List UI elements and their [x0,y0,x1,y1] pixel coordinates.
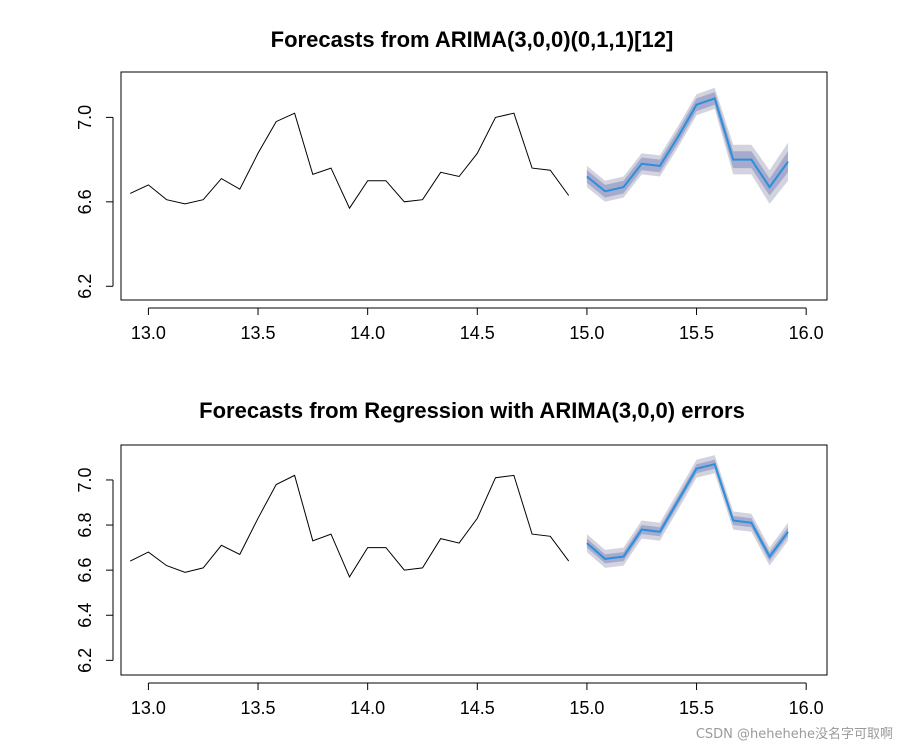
watermark-text: CSDN @hehehehe没名字可取啊 [696,726,893,742]
x-tick-label: 16.0 [789,323,824,343]
axes: 13.0 13.5 14.0 14.5 15.0 15.5 16.0 6.2 6.4 6.6 6.8… [75,467,824,718]
forecast-panel-regression: Forecasts from Regression with ARIMA(3,0… [75,398,828,718]
history-line [129,474,570,578]
x-tick-label: 14.0 [350,323,385,343]
y-tick-label: 6.6 [75,558,95,583]
forecast-panel-arima: Forecasts from ARIMA(3,0,0)(0,1,1)[12] 1… [75,27,828,343]
x-tick-label: 15.0 [569,323,604,343]
x-tick-label: 14.0 [350,698,385,718]
x-tick-label: 14.5 [460,698,495,718]
forecast-line [586,463,789,560]
plot-frame [120,71,828,301]
x-tick-label: 13.5 [241,323,276,343]
y-tick-label: 6.2 [75,274,95,299]
x-tick-label: 16.0 [789,698,824,718]
y-tick-label: 6.8 [75,513,95,538]
x-tick-label: 13.5 [241,698,276,718]
series-lines [129,463,789,578]
band-95 [586,455,788,568]
history-line [129,112,570,210]
x-tick-label: 14.5 [460,323,495,343]
y-tick-label: 6.2 [75,648,95,673]
band-80 [586,459,788,564]
series-lines [129,97,789,210]
plot-frame [120,444,828,676]
x-tick-label: 13.0 [131,698,166,718]
y-tick-label: 7.0 [75,467,95,492]
y-tick-label: 7.0 [75,105,95,130]
prediction-bands [586,455,788,568]
y-tick-label: 6.4 [75,603,95,628]
band-80 [586,92,788,198]
prediction-bands [586,87,788,204]
chart-title: Forecasts from ARIMA(3,0,0)(0,1,1)[12] [271,27,674,52]
forecast-line [586,97,789,193]
x-tick-label: 15.0 [569,698,604,718]
x-tick-label: 15.5 [679,698,714,718]
x-tick-label: 13.0 [131,323,166,343]
y-tick-label: 6.6 [75,189,95,214]
axes: 13.0 13.5 14.0 14.5 15.0 15.5 16.0 6.2 6.6 7.0 [75,105,824,343]
x-tick-label: 15.5 [679,323,714,343]
chart-title: Forecasts from Regression with ARIMA(3,0… [199,398,745,423]
